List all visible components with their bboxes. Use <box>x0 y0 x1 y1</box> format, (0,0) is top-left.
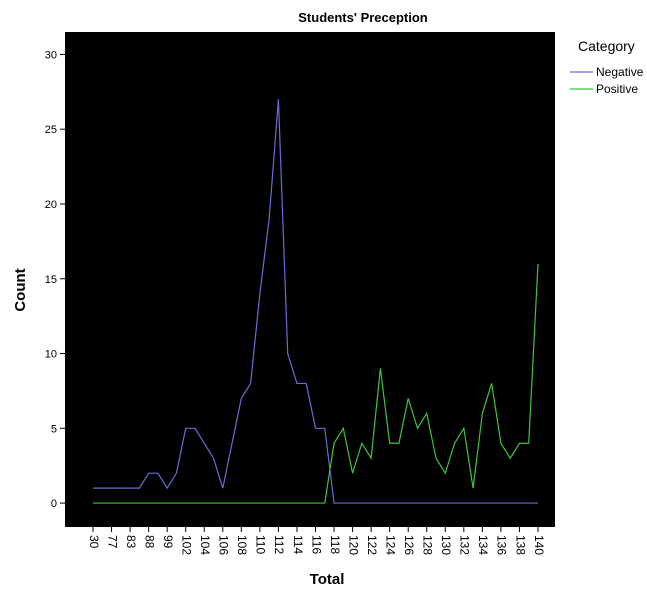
x-tick-label: 102 <box>180 535 194 555</box>
chart-title: Students' Preception <box>298 10 428 25</box>
x-tick-label: 112 <box>272 535 286 554</box>
legend-title: Category <box>578 38 635 54</box>
x-tick-label: 124 <box>383 535 397 555</box>
x-tick-label: 128 <box>421 535 435 555</box>
x-tick-label: 136 <box>495 535 509 555</box>
x-tick-label: 130 <box>439 535 453 555</box>
x-tick-label: 108 <box>235 535 249 555</box>
x-tick-label: 99 <box>161 535 175 549</box>
y-tick-label: 20 <box>45 199 57 211</box>
y-tick-label: 5 <box>51 423 57 435</box>
x-tick-label: 120 <box>346 535 360 555</box>
y-tick-label: 30 <box>45 49 57 61</box>
y-tick-label: 10 <box>45 349 57 361</box>
x-tick-label: 126 <box>402 535 416 555</box>
x-tick-label: 114 <box>291 535 305 554</box>
x-tick-label: 77 <box>105 535 119 549</box>
legend-label: Positive <box>596 82 638 96</box>
y-tick-label: 0 <box>51 498 57 510</box>
y-axis-label: Count <box>12 268 29 311</box>
x-tick-label: 140 <box>532 535 546 555</box>
x-tick-label: 132 <box>458 535 472 555</box>
x-tick-label: 88 <box>142 535 156 549</box>
x-axis-label: Total <box>310 571 345 588</box>
line-series <box>93 263 539 504</box>
y-tick-label: 15 <box>45 274 57 286</box>
line-series <box>93 99 538 504</box>
x-tick-label: 83 <box>124 535 138 549</box>
x-tick-label: 106 <box>217 535 231 555</box>
legend-label: Negative <box>596 65 644 79</box>
x-tick-label: 118 <box>328 535 342 554</box>
x-tick-label: 122 <box>365 535 379 555</box>
x-tick-label: 104 <box>198 535 212 555</box>
x-tick-label: 116 <box>309 535 323 554</box>
x-tick-label: 134 <box>476 535 490 555</box>
plot-area <box>65 32 555 527</box>
x-tick-label: 30 <box>87 535 101 549</box>
y-tick-label: 25 <box>45 124 57 136</box>
x-tick-label: 138 <box>513 535 527 555</box>
x-tick-label: 110 <box>254 535 268 554</box>
